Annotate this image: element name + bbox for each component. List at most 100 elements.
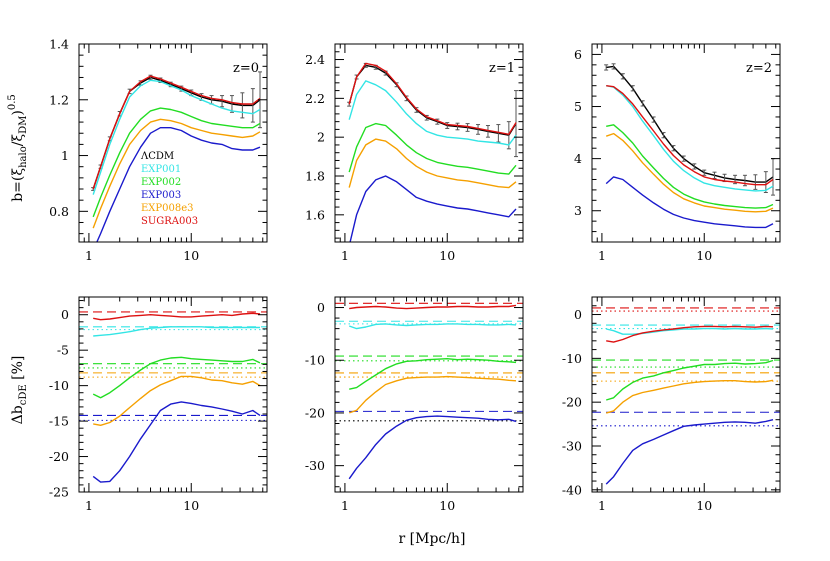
x-axis-label: r [Mpc/h] <box>399 531 466 547</box>
y-tick-label: 5 <box>574 99 582 114</box>
y-tick-label: -15 <box>49 414 69 429</box>
legend-exp003: EXP003 <box>141 190 181 201</box>
panel-bottom-z0: 1 10 -25 -20 -15 -10 -5 0 <box>49 296 268 513</box>
legend-exp008e3: EXP008e3 <box>141 203 194 214</box>
ylabel-bottom-suffix: [%] <box>10 356 26 385</box>
y-tick-label: 1.6 <box>305 207 325 222</box>
series-line-exp001 <box>93 326 260 337</box>
panel-frame <box>591 43 781 243</box>
plot-area <box>79 311 267 483</box>
redshift-label: z=0 <box>233 61 259 76</box>
series-line-sugra003 <box>606 325 774 343</box>
y-tick-label: -20 <box>562 395 582 410</box>
series-line-cdm <box>606 65 774 183</box>
x-tick-label: 1 <box>598 248 606 263</box>
y-tick-label: -30 <box>562 438 582 453</box>
y-tick-label: -10 <box>49 378 69 393</box>
legend-lcdm: ΛCDM <box>140 151 174 162</box>
y-tick-label: -20 <box>305 405 325 420</box>
series-line-sugra003 <box>349 304 517 310</box>
x-tick-label: 10 <box>183 248 199 263</box>
y-tick-label: 0 <box>574 307 582 322</box>
plot-area <box>335 302 523 480</box>
series-line-exp001 <box>606 85 774 192</box>
series-line-exp002 <box>92 107 261 218</box>
plot-area <box>592 307 780 485</box>
series-line-exp003 <box>96 126 261 242</box>
series-line-sugra003 <box>606 85 774 186</box>
series-line-exp003 <box>348 415 517 480</box>
series-line-exp008e3 <box>348 138 517 189</box>
redshift-label: z=1 <box>489 61 515 76</box>
y-tick-label: -10 <box>562 351 582 366</box>
y-tick-label: 0 <box>61 307 69 322</box>
x-tick-label: 10 <box>439 498 455 513</box>
panel-bottom-z1: 1 10 -30 -20 -10 0 <box>305 296 524 513</box>
panel-top-z2: 1 10 3 4 5 6 z=2 <box>574 43 781 263</box>
ylabel-top-sub1: halo <box>18 146 29 168</box>
legend: ΛCDM EXP001 EXP002 EXP003 EXP008e3 SUGRA… <box>140 151 198 227</box>
series-line-exp002 <box>349 358 517 390</box>
y-tick-label: -30 <box>305 458 325 473</box>
y-tick-label: 6 <box>574 47 582 62</box>
panel-frame <box>334 296 524 493</box>
panel-top-z0: 1 10 0.8 1 1.2 1.4 z=0 <box>49 37 268 263</box>
y-tick-label: 3 <box>574 203 582 218</box>
x-tick-label: 1 <box>85 248 93 263</box>
y-tick-label: 4 <box>574 151 582 166</box>
x-tick-label: 1 <box>598 498 606 513</box>
y-axis-label-bottom: ΔbcDE [%] <box>10 356 29 425</box>
x-tick-label: 10 <box>183 498 199 513</box>
y-tick-label: -25 <box>49 485 69 500</box>
y-tick-label: 0.8 <box>49 204 69 219</box>
y-tick-label: 0 <box>317 300 325 315</box>
series-line-exp001 <box>348 80 517 146</box>
y-tick-label: 1.8 <box>305 169 325 184</box>
x-tick-label: 10 <box>439 248 455 263</box>
series-line-exp008e3 <box>605 132 774 213</box>
legend-exp002: EXP002 <box>141 177 181 188</box>
plot-area <box>91 71 263 242</box>
series-line-exp003 <box>605 176 774 229</box>
y-tick-label: -5 <box>57 343 69 358</box>
series-line-sugra003 <box>93 312 261 321</box>
x-tick-label: 1 <box>341 248 349 263</box>
series-line-exp001 <box>606 327 774 335</box>
plot-area <box>604 63 776 229</box>
series-line-exp002 <box>606 124 774 209</box>
series-line-exp003 <box>605 419 774 485</box>
ylabel-top-sub2: DM <box>18 116 29 134</box>
ylabel-top-prefix: b=(ξ <box>10 168 26 202</box>
y-tick-label: 2.2 <box>305 91 325 106</box>
ylabel-top-suffix: ) <box>10 110 26 115</box>
ylabel-top-mid: /ξ <box>10 134 26 147</box>
y-tick-label: 1.4 <box>49 37 69 52</box>
series-line-exp001 <box>348 323 517 330</box>
plot-area <box>347 62 519 242</box>
legend-exp001: EXP001 <box>141 164 181 175</box>
y-tick-label: 2.4 <box>305 52 325 67</box>
series-line-exp008e3 <box>93 375 261 426</box>
series-line-cdm <box>348 64 517 136</box>
series-line-exp008e3 <box>92 118 261 229</box>
y-axis-label-top: b=(ξhalo/ξDM)0.5 <box>7 94 29 202</box>
panel-frame <box>78 296 268 493</box>
x-tick-label: 1 <box>85 498 93 513</box>
ylabel-bottom-sub: cDE <box>18 384 29 405</box>
x-tick-label: 10 <box>696 248 712 263</box>
ylabel-top-sup: 0.5 <box>7 94 18 110</box>
panels-group: 1 100.811.21.4z=01 101.61.822.22.4z=11 1034… <box>49 37 781 513</box>
series-line-exp008e3 <box>348 375 517 414</box>
panel-top-z1: 1 10 1.6 1.8 2 2.2 2.4 z=1 <box>305 43 524 263</box>
y-tick-label: 1 <box>61 148 69 163</box>
series-line-exp002 <box>348 122 517 175</box>
series-line-exp003 <box>349 175 517 242</box>
series-line-sugra003 <box>348 62 517 136</box>
panel-frame <box>591 296 781 493</box>
x-tick-label: 10 <box>696 498 712 513</box>
x-tick-label: 1 <box>341 498 349 513</box>
y-tick-label: -20 <box>49 449 69 464</box>
y-tick-label: 2 <box>317 130 325 145</box>
series-line-exp003 <box>92 401 261 483</box>
